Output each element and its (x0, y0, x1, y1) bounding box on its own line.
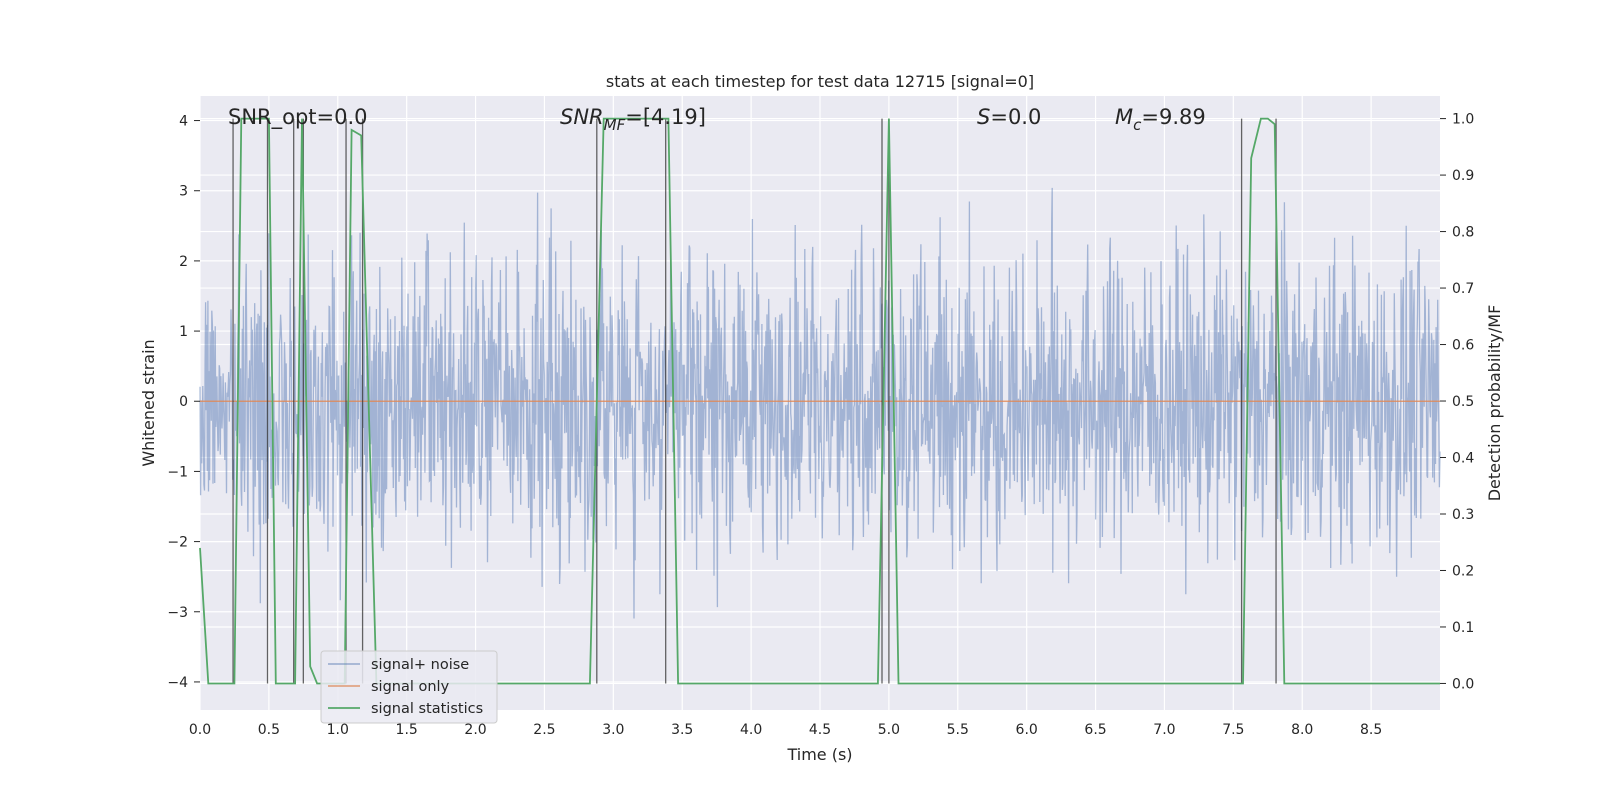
y-axis-ticks: −4 −3 −2 −1 0 1 2 3 4 (167, 114, 200, 691)
annotation-snr-mf: SNRMF=[4.19] (560, 105, 706, 134)
noise-series (199, 187, 1441, 619)
x-tick-label: 8.5 (1360, 722, 1382, 738)
x-tick-label: 5.5 (947, 722, 969, 738)
y2-tick-label: 0.3 (1452, 507, 1474, 523)
y2-tick-label: 0.0 (1452, 676, 1474, 692)
annotation-s: S=0.0 (977, 105, 1041, 129)
y-tick-label: 0 (179, 394, 188, 410)
x-tick-label: 1.0 (327, 722, 349, 738)
x-tick-label: 5.0 (878, 722, 900, 738)
y2-tick-label: 1.0 (1452, 112, 1474, 128)
y2-tick-label: 0.8 (1452, 225, 1474, 241)
x-tick-label: 8.0 (1291, 722, 1313, 738)
y2-tick-label: 0.2 (1452, 563, 1474, 579)
legend-item-signal-only: signal only (371, 679, 450, 695)
y-tick-label: −3 (167, 605, 188, 621)
x-tick-label: 2.0 (464, 722, 486, 738)
chart-title: stats at each timestep for test data 127… (606, 72, 1034, 91)
y-tick-label: −2 (167, 535, 188, 551)
legend-item-statistics: signal statistics (371, 701, 483, 717)
annotation-snr-opt: SNR_opt=0.0 (228, 105, 368, 130)
y2-axis-ticks: 0.0 0.1 0.2 0.3 0.4 0.5 0.6 0.7 0.8 0.9 1.0 (1440, 112, 1474, 692)
y2-tick-label: 0.5 (1452, 394, 1474, 410)
y-axis-label: Whitened strain (139, 339, 158, 466)
annotation-mc: Mc=9.89 (1115, 105, 1206, 134)
x-tick-label: 3.5 (671, 722, 693, 738)
legend-box (320, 650, 498, 724)
y2-axis-label: Detection probability/MF (1485, 305, 1504, 502)
x-tick-label: 7.5 (1222, 722, 1244, 738)
y-tick-label: 3 (179, 184, 188, 200)
y2-tick-label: 0.7 (1452, 281, 1474, 297)
y2-tick-label: 0.1 (1452, 620, 1474, 636)
y-tick-label: 4 (179, 114, 188, 130)
x-tick-label: 3.0 (602, 722, 624, 738)
y-tick-label: −1 (167, 464, 188, 480)
x-tick-label: 6.0 (1016, 722, 1038, 738)
y2-tick-label: 0.4 (1452, 451, 1474, 467)
x-axis-ticks: 0.0 0.5 1.0 1.5 2.0 2.5 3.0 3.5 4.0 4.5 5.0 5.5 6.0 6… (189, 722, 1382, 738)
y2-tick-label: 0.9 (1452, 168, 1474, 184)
x-tick-label: 0.5 (258, 722, 280, 738)
y-tick-label: 2 (179, 254, 188, 270)
legend: signal+ noise signal only signal statist… (320, 650, 498, 724)
x-tick-label: 6.5 (1084, 722, 1106, 738)
x-tick-label: 7.0 (1153, 722, 1175, 738)
x-axis-label: Time (s) (786, 745, 852, 764)
legend-item-noise: signal+ noise (371, 657, 469, 673)
x-tick-label: 1.5 (396, 722, 418, 738)
y2-tick-label: 0.6 (1452, 338, 1474, 354)
noise-trace (199, 187, 1441, 619)
y-tick-label: −4 (167, 675, 188, 691)
y-tick-label: 1 (179, 324, 188, 340)
x-tick-label: 4.0 (740, 722, 762, 738)
x-tick-label: 4.5 (809, 722, 831, 738)
x-tick-label: 0.0 (189, 722, 211, 738)
x-tick-label: 2.5 (533, 722, 555, 738)
